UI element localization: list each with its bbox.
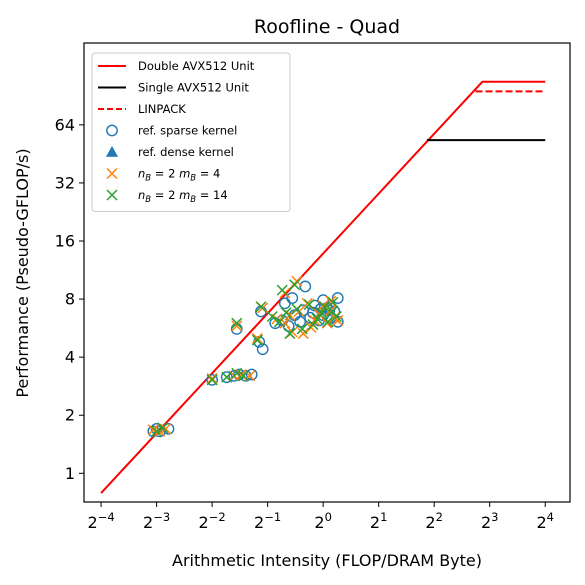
series-3-point-22: [322, 316, 334, 328]
series-3-point-18: [307, 319, 319, 331]
x-tick-label-4: 20: [314, 510, 332, 532]
x-tick-label-5: 21: [370, 510, 388, 532]
series-0-point-9: [245, 368, 258, 381]
series-3-point-13: [289, 279, 301, 291]
series-3-point-16: [296, 323, 308, 335]
legend-swatch-series-2: [106, 167, 118, 180]
series-0-point-13: [255, 305, 267, 318]
series-3-point-24: [330, 310, 342, 323]
series-0-point-12: [256, 343, 269, 356]
series-2-point-0: [147, 424, 159, 436]
series-3-point-4: [231, 367, 243, 379]
legend-swatch-series-0: [106, 124, 118, 137]
series-3-point-12: [276, 284, 288, 296]
series-2-point-7: [231, 320, 243, 332]
x-tick-label-0: 2−4: [88, 510, 115, 532]
series-3-point-19: [311, 313, 323, 325]
series-3-point-14: [284, 328, 296, 340]
series-2-point-8: [251, 332, 263, 344]
y-tick-label-2: 4: [65, 348, 75, 367]
plot-area: [100, 80, 546, 494]
series-0-point-19: [286, 292, 299, 304]
series-3-point-8: [255, 301, 267, 313]
series-2-point-14: [291, 275, 303, 287]
series-3-point-17: [303, 298, 315, 311]
series-3-point-10: [273, 316, 286, 328]
y-tick-label-4: 16: [55, 232, 75, 251]
series-3-point-5: [237, 370, 250, 382]
x-axis-label: Arithmetic Intensity (FLOP/DRAM Byte): [172, 551, 482, 570]
legend-box: [91, 52, 291, 212]
x-tick-label-8: 24: [536, 510, 554, 532]
y-tick-label-5: 32: [55, 173, 75, 192]
series-3-point-11: [280, 307, 292, 319]
legend-label-series-3: nB = 2 mB = 14: [138, 188, 228, 205]
legend-swatch-series-3: [106, 189, 118, 201]
series-3-point-7: [251, 334, 263, 346]
series-2-point-26: [332, 314, 344, 326]
y-tick-label-1: 2: [65, 406, 75, 425]
series-3-point-0: [151, 425, 163, 437]
series-0-point-31: [331, 315, 344, 328]
series-3-point-20: [316, 307, 328, 319]
y-tick-label-6: 64: [55, 115, 75, 134]
legend: Double AVX512 Unit Single AVX512 Unit LINP…: [91, 52, 291, 212]
series-3-point-25: [327, 296, 339, 308]
x-tick-label-6: 22: [425, 510, 443, 532]
series-3-point-6: [231, 317, 243, 329]
series-2-point-2: [160, 423, 172, 435]
plot-frame: [83, 42, 571, 503]
series-2-point-3: [206, 372, 218, 385]
series-3-point-15: [291, 303, 303, 315]
legend-label-line-1: Single AVX512 Unit: [138, 81, 249, 95]
y-tick-label-3: 8: [65, 290, 75, 309]
series-0-point-18: [278, 297, 291, 310]
legend-label-series-0: ref. sparse kernel: [138, 124, 237, 138]
y-axis-label: Performance (Pseudo-GFLOP/s): [13, 148, 32, 397]
series-3-point-1: [157, 422, 169, 434]
series-3-point-9: [266, 310, 278, 323]
series-0-point-22: [299, 280, 312, 293]
legend-swatch-series-1: [106, 146, 118, 157]
legend-label-line-2: LINPACK: [138, 102, 186, 116]
series-3-point-21: [319, 301, 331, 313]
series-0-point-33: [331, 292, 344, 304]
legend-label-series-2: nB = 2 mB = 4: [138, 167, 220, 184]
legend-label-series-1: ref. dense kernel: [138, 145, 234, 159]
y-tick-label-0: 1: [65, 464, 75, 483]
x-tick-label-1: 2−3: [143, 510, 170, 532]
series-0-point-20: [294, 315, 307, 328]
roofline-line-0: [100, 80, 546, 494]
chart-title: Roofline - Quad: [254, 16, 400, 38]
series-0-point-4: [206, 373, 219, 386]
x-tick-label-2: 2−2: [199, 510, 226, 532]
x-tick-label-3: 2−1: [254, 510, 281, 532]
legend-label-line-0: Double AVX512 Unit: [138, 59, 255, 73]
series-3-point-3: [221, 371, 233, 383]
series-3-point-2: [206, 374, 218, 386]
x-tick-label-7: 23: [481, 510, 499, 532]
